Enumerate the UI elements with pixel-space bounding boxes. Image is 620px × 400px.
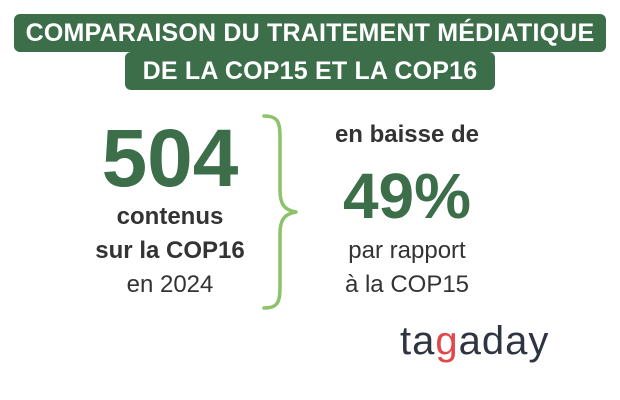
- content-year: en 2024: [126, 271, 214, 298]
- title-line-1: COMPARAISON DU TRAITEMENT MÉDIATIQUE: [0, 14, 620, 52]
- content-count: 504: [101, 113, 239, 204]
- title-text-2: DE LA COP15 ET LA COP16: [124, 52, 496, 90]
- decrease-percent: 49%: [342, 160, 472, 232]
- content-count-block: 504 contenus sur la COP16 en 2024: [60, 118, 280, 302]
- title-line-2: DE LA COP15 ET LA COP16: [0, 52, 620, 90]
- curly-brace-icon: [262, 114, 298, 310]
- content-label: contenus: [116, 203, 224, 230]
- title-text-1: COMPARAISON DU TRAITEMENT MÉDIATIQUE: [13, 14, 607, 52]
- comparison-line-1: par rapport: [348, 237, 466, 264]
- svg-text:tagaday: tagaday: [400, 319, 549, 363]
- tagaday-logo: tagaday: [400, 319, 549, 363]
- comparison-line-2: à la COP15: [344, 271, 470, 298]
- decrease-block: en baisse de 49% par rapport à la COP15: [302, 118, 512, 302]
- content-subject: sur la COP16: [95, 237, 245, 264]
- decrease-label: en baisse de: [334, 121, 480, 148]
